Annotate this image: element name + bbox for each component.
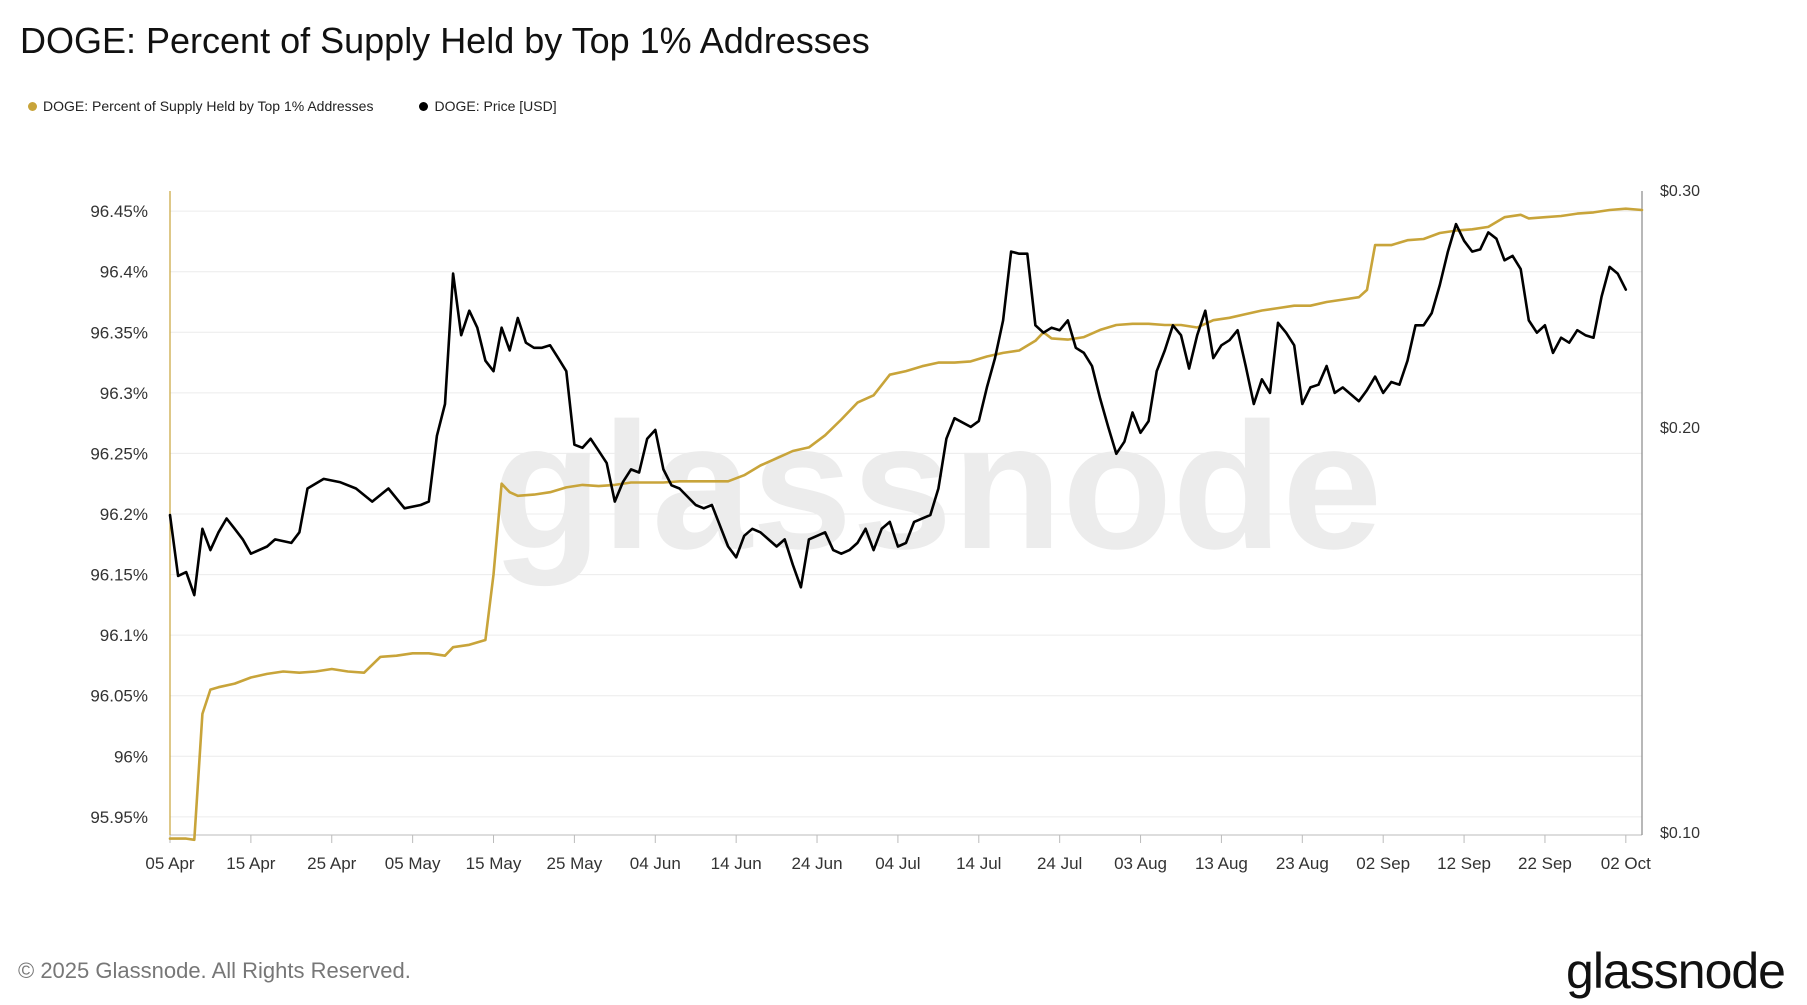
y-right-tick-label: $0.10 <box>1660 825 1700 842</box>
x-tick-label: 25 May <box>547 854 603 873</box>
series-group <box>168 207 1644 842</box>
x-tick-label: 05 May <box>385 854 441 873</box>
chart-area[interactable]: glassnode 96.45%96.4%96.35%96.3%96.25%96… <box>0 0 1807 900</box>
legend: DOGE: Percent of Supply Held by Top 1% A… <box>28 98 557 114</box>
x-tick-label: 25 Apr <box>307 854 356 873</box>
y-left-tick-label: 96.05% <box>90 687 148 706</box>
y-right-tick-label: $0.20 <box>1660 420 1700 437</box>
legend-item-price[interactable]: DOGE: Price [USD] <box>419 98 557 114</box>
legend-label-price: DOGE: Price [USD] <box>434 98 557 114</box>
y-left-tick-label: 96.25% <box>90 444 148 463</box>
y-left-tick-label: 96.1% <box>100 626 148 645</box>
y-left-tick-label: 96.2% <box>100 505 148 524</box>
x-tick-label: 24 Jun <box>792 854 843 873</box>
x-tick-label: 22 Sep <box>1518 854 1572 873</box>
glassnode-logo[interactable]: glassnode <box>1566 943 1786 999</box>
grid <box>170 210 1642 818</box>
x-tick-label: 15 Apr <box>226 854 275 873</box>
y-left-tick-label: 96.4% <box>100 263 148 282</box>
tick-labels: 96.45% 96.4% 96.35% 96.3% 96.25% 96.2% 96.15% 9… <box>90 183 1700 873</box>
x-tick-label: 04 Jun <box>630 854 681 873</box>
legend-label-supply: DOGE: Percent of Supply Held by Top 1% A… <box>43 98 374 114</box>
x-tick-label: 14 Jun <box>711 854 762 873</box>
legend-dot-price <box>419 101 429 111</box>
x-tick-label: 14 Jul <box>956 854 1001 873</box>
x-tick-label: 02 Sep <box>1356 854 1410 873</box>
series-line-supply-top1[interactable] <box>168 207 1644 842</box>
x-tick-label: 03 Aug <box>1114 854 1167 873</box>
x-tick-label: 15 May <box>466 854 522 873</box>
legend-item-supply[interactable]: DOGE: Percent of Supply Held by Top 1% A… <box>28 98 373 114</box>
series-line-price[interactable] <box>168 222 1628 597</box>
x-tick-label: 24 Jul <box>1037 854 1082 873</box>
watermark: glassnode <box>492 386 1382 587</box>
y-left-tick-label: 96.3% <box>100 384 148 403</box>
y-left-tick-label: 96.45% <box>90 202 148 221</box>
y-left-tick-label: 95.95% <box>90 808 148 827</box>
x-tick-label: 12 Sep <box>1437 854 1491 873</box>
y-left-tick-label: 96.15% <box>90 566 148 585</box>
copyright: © 2025 Glassnode. All Rights Reserved. <box>18 958 411 983</box>
x-tick-label: 13 Aug <box>1195 854 1248 873</box>
x-tick-label: 23 Aug <box>1276 854 1329 873</box>
axes <box>169 191 1643 843</box>
x-tick-label: 05 Apr <box>145 854 194 873</box>
y-left-tick-label: 96.35% <box>90 323 148 342</box>
legend-dot-supply <box>28 101 37 111</box>
x-tick-label: 02 Oct <box>1601 854 1651 873</box>
chart-title: DOGE: Percent of Supply Held by Top 1% A… <box>20 20 870 61</box>
y-right-tick-label: $0.30 <box>1660 183 1700 200</box>
x-tick-label: 04 Jul <box>875 854 920 873</box>
y-left-tick-label: 96% <box>114 747 148 766</box>
